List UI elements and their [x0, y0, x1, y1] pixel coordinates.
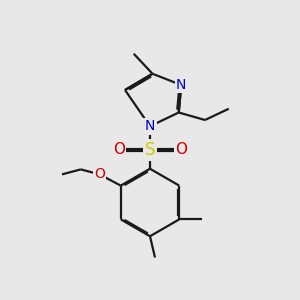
Text: S: S: [145, 141, 155, 159]
Text: O: O: [175, 142, 187, 158]
Text: O: O: [94, 167, 105, 182]
Text: O: O: [113, 142, 125, 158]
Text: N: N: [145, 119, 155, 133]
Text: N: N: [176, 78, 186, 92]
